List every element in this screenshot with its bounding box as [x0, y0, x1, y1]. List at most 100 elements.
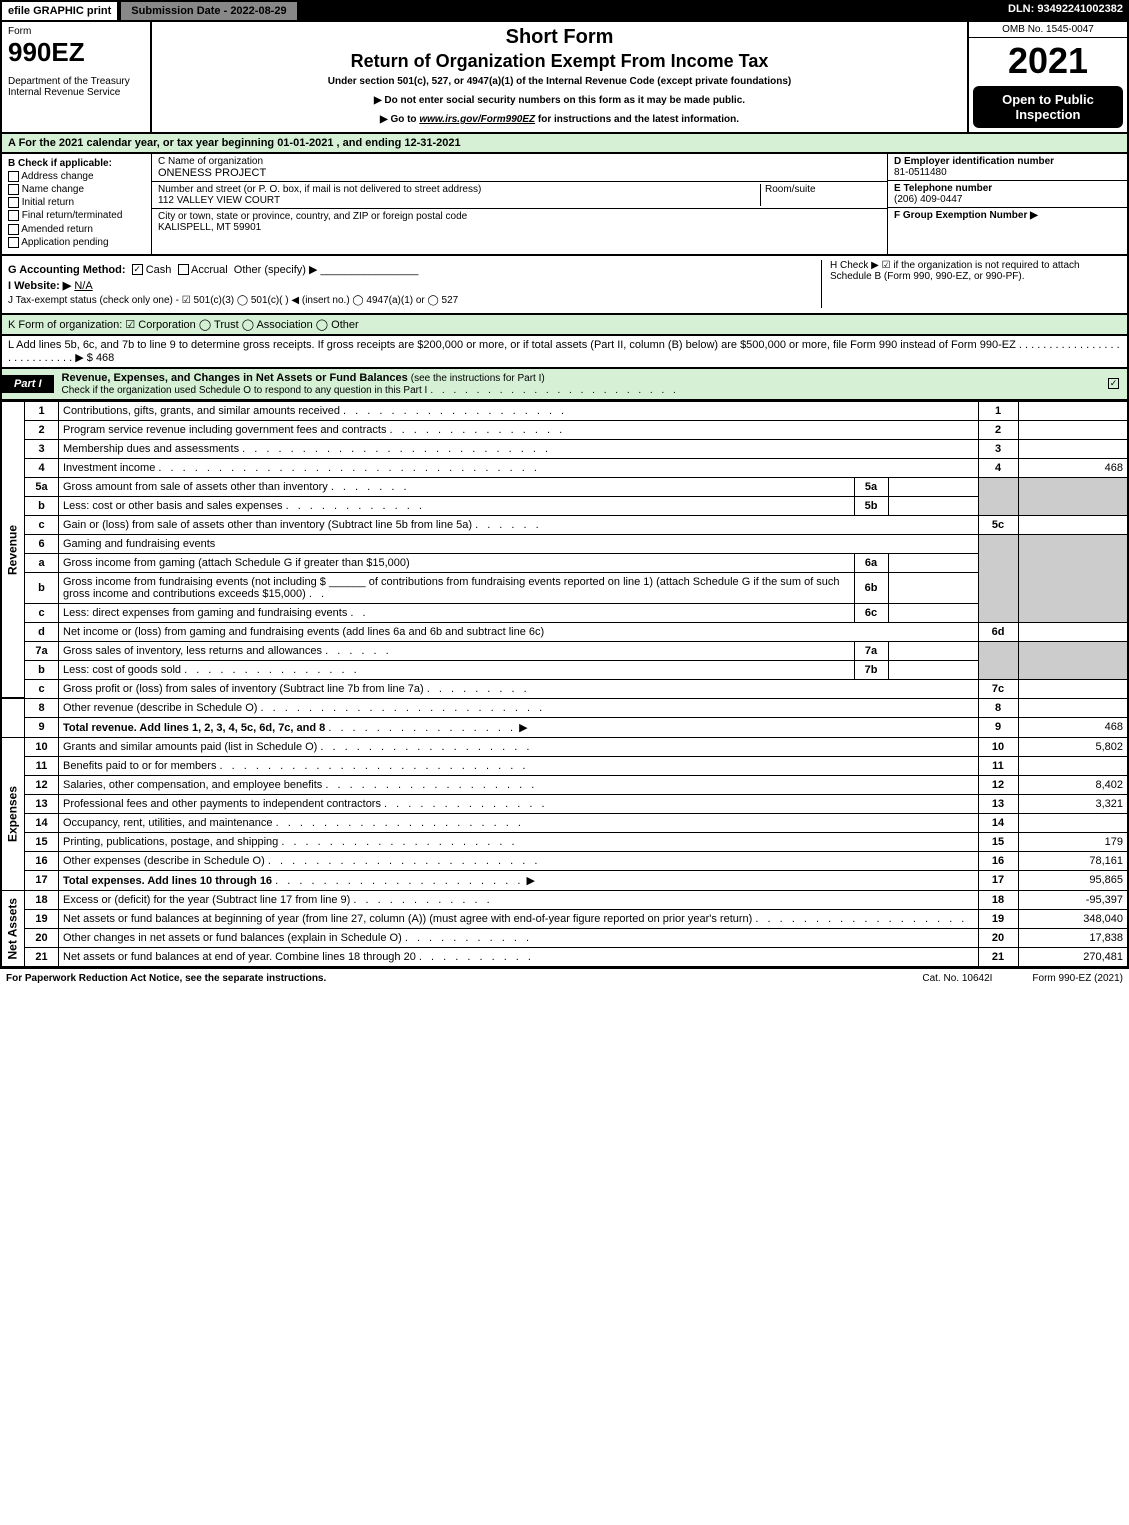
l2-desc: Program service revenue including govern…: [59, 420, 979, 439]
l10-rval: 5,802: [1018, 737, 1128, 756]
l14-rval: [1018, 813, 1128, 832]
org-name-row: C Name of organization ONENESS PROJECT: [152, 154, 887, 182]
l4-num: 4: [25, 458, 59, 477]
l6-grey: [978, 534, 1018, 622]
check-schedule-o-part1[interactable]: [1108, 378, 1119, 389]
l12-desc: Salaries, other compensation, and employ…: [59, 775, 979, 794]
website-label: I Website: ▶: [8, 280, 71, 292]
l6-num: 6: [25, 534, 59, 553]
l16-rnum: 16: [978, 851, 1018, 870]
l6-desc: Gaming and fundraising events: [59, 534, 979, 553]
l6b-desc: Gross income from fundraising events (no…: [59, 572, 855, 603]
l11-num: 11: [25, 756, 59, 775]
l7c-rval: [1018, 679, 1128, 698]
l5b-in: 5b: [854, 496, 888, 515]
check-initial-return[interactable]: Initial return: [8, 197, 145, 208]
l21-rnum: 21: [978, 947, 1018, 967]
check-accrual[interactable]: [178, 264, 189, 275]
l5ab-grey: [978, 477, 1018, 515]
l11-rval: [1018, 756, 1128, 775]
l6b-iv: [888, 572, 978, 603]
l18-rnum: 18: [978, 890, 1018, 909]
l9-desc: Total revenue. Add lines 1, 2, 3, 4, 5c,…: [59, 717, 979, 737]
group-exemption-row: F Group Exemption Number ▶: [888, 208, 1127, 223]
check-name-change[interactable]: Name change: [8, 184, 145, 195]
check-address-change[interactable]: Address change: [8, 171, 145, 182]
l7a-num: 7a: [25, 641, 59, 660]
section-b-header: B Check if applicable:: [8, 158, 145, 169]
l5c-desc: Gain or (loss) from sale of assets other…: [59, 515, 979, 534]
phone-row: E Telephone number (206) 409-0447: [888, 181, 1127, 208]
l17-desc: Total expenses. Add lines 10 through 16 …: [59, 870, 979, 890]
submission-date: Submission Date - 2022-08-29: [119, 0, 298, 22]
l19-desc: Net assets or fund balances at beginning…: [59, 909, 979, 928]
instr2-pre: ▶ Go to: [380, 114, 419, 125]
section-def: D Employer identification number 81-0511…: [887, 154, 1127, 254]
g-label: G Accounting Method:: [8, 264, 126, 276]
l7b-num: b: [25, 660, 59, 679]
ein-row: D Employer identification number 81-0511…: [888, 154, 1127, 181]
section-c: C Name of organization ONENESS PROJECT N…: [152, 154, 887, 254]
part-1-tag: Part I: [2, 375, 54, 393]
l7c-rnum: 7c: [978, 679, 1018, 698]
check-amended-return[interactable]: Amended return: [8, 224, 145, 235]
subtitle: Under section 501(c), 527, or 4947(a)(1)…: [162, 76, 957, 87]
l5a-desc: Gross amount from sale of assets other t…: [59, 477, 855, 496]
side-revenue-cont: [1, 698, 25, 737]
l2-num: 2: [25, 420, 59, 439]
opt-cash: Cash: [146, 264, 172, 276]
l8-rnum: 8: [978, 698, 1018, 717]
l7c-desc: Gross profit or (loss) from sales of inv…: [59, 679, 979, 698]
l13-rnum: 13: [978, 794, 1018, 813]
check-cash[interactable]: [132, 264, 143, 275]
l20-rnum: 20: [978, 928, 1018, 947]
ein-value: 81-0511480: [894, 167, 1121, 178]
l8-rval: [1018, 698, 1128, 717]
street-label: Number and street (or P. O. box, if mail…: [158, 184, 756, 195]
l-text: L Add lines 5b, 6c, and 7b to line 9 to …: [8, 339, 1120, 364]
l12-rval: 8,402: [1018, 775, 1128, 794]
check-final-return[interactable]: Final return/terminated: [8, 210, 145, 221]
l6d-num: d: [25, 622, 59, 641]
l15-desc: Printing, publications, postage, and shi…: [59, 832, 979, 851]
l5c-rval: [1018, 515, 1128, 534]
l12-rnum: 12: [978, 775, 1018, 794]
city-value: KALISPELL, MT 59901: [158, 222, 881, 233]
l6a-num: a: [25, 553, 59, 572]
l10-num: 10: [25, 737, 59, 756]
l10-rnum: 10: [978, 737, 1018, 756]
opt-initial-return: Initial return: [22, 197, 74, 208]
irs-link[interactable]: www.irs.gov/Form990EZ: [419, 114, 535, 125]
check-application-pending[interactable]: Application pending: [8, 237, 145, 248]
l9-rnum: 9: [978, 717, 1018, 737]
l1-rnum: 1: [978, 401, 1018, 420]
open-to-public: Open to Public Inspection: [973, 86, 1123, 128]
l16-desc: Other expenses (describe in Schedule O) …: [59, 851, 979, 870]
part-1-check-line: Check if the organization used Schedule …: [62, 385, 428, 396]
top-bar: efile GRAPHIC print Submission Date - 20…: [0, 0, 1129, 22]
opt-other: Other (specify) ▶: [234, 264, 318, 276]
l5ab-grey-val: [1018, 477, 1128, 515]
l3-desc: Membership dues and assessments . . . . …: [59, 439, 979, 458]
l2-rval: [1018, 420, 1128, 439]
city-label: City or town, state or province, country…: [158, 211, 881, 222]
l7b-iv: [888, 660, 978, 679]
header-center: Short Form Return of Organization Exempt…: [152, 22, 967, 132]
row-a-calendar-year: A For the 2021 calendar year, or tax yea…: [0, 134, 1129, 154]
row-k: K Form of organization: ☑ Corporation ◯ …: [0, 315, 1129, 336]
l3-rval: [1018, 439, 1128, 458]
footer-left: For Paperwork Reduction Act Notice, see …: [6, 973, 326, 984]
opt-application-pending: Application pending: [21, 237, 108, 248]
l5c-num: c: [25, 515, 59, 534]
l12-num: 12: [25, 775, 59, 794]
l6d-rnum: 6d: [978, 622, 1018, 641]
lines-table: Revenue 1 Contributions, gifts, grants, …: [0, 401, 1129, 968]
org-name-label: C Name of organization: [158, 156, 881, 167]
l18-rval: -95,397: [1018, 890, 1128, 909]
opt-address-change: Address change: [21, 171, 93, 182]
l5a-num: 5a: [25, 477, 59, 496]
footer-cat-no: Cat. No. 10642I: [922, 973, 992, 984]
l6c-num: c: [25, 603, 59, 622]
l4-rval: 468: [1018, 458, 1128, 477]
header-left: Form 990EZ Department of the Treasury In…: [2, 22, 152, 132]
